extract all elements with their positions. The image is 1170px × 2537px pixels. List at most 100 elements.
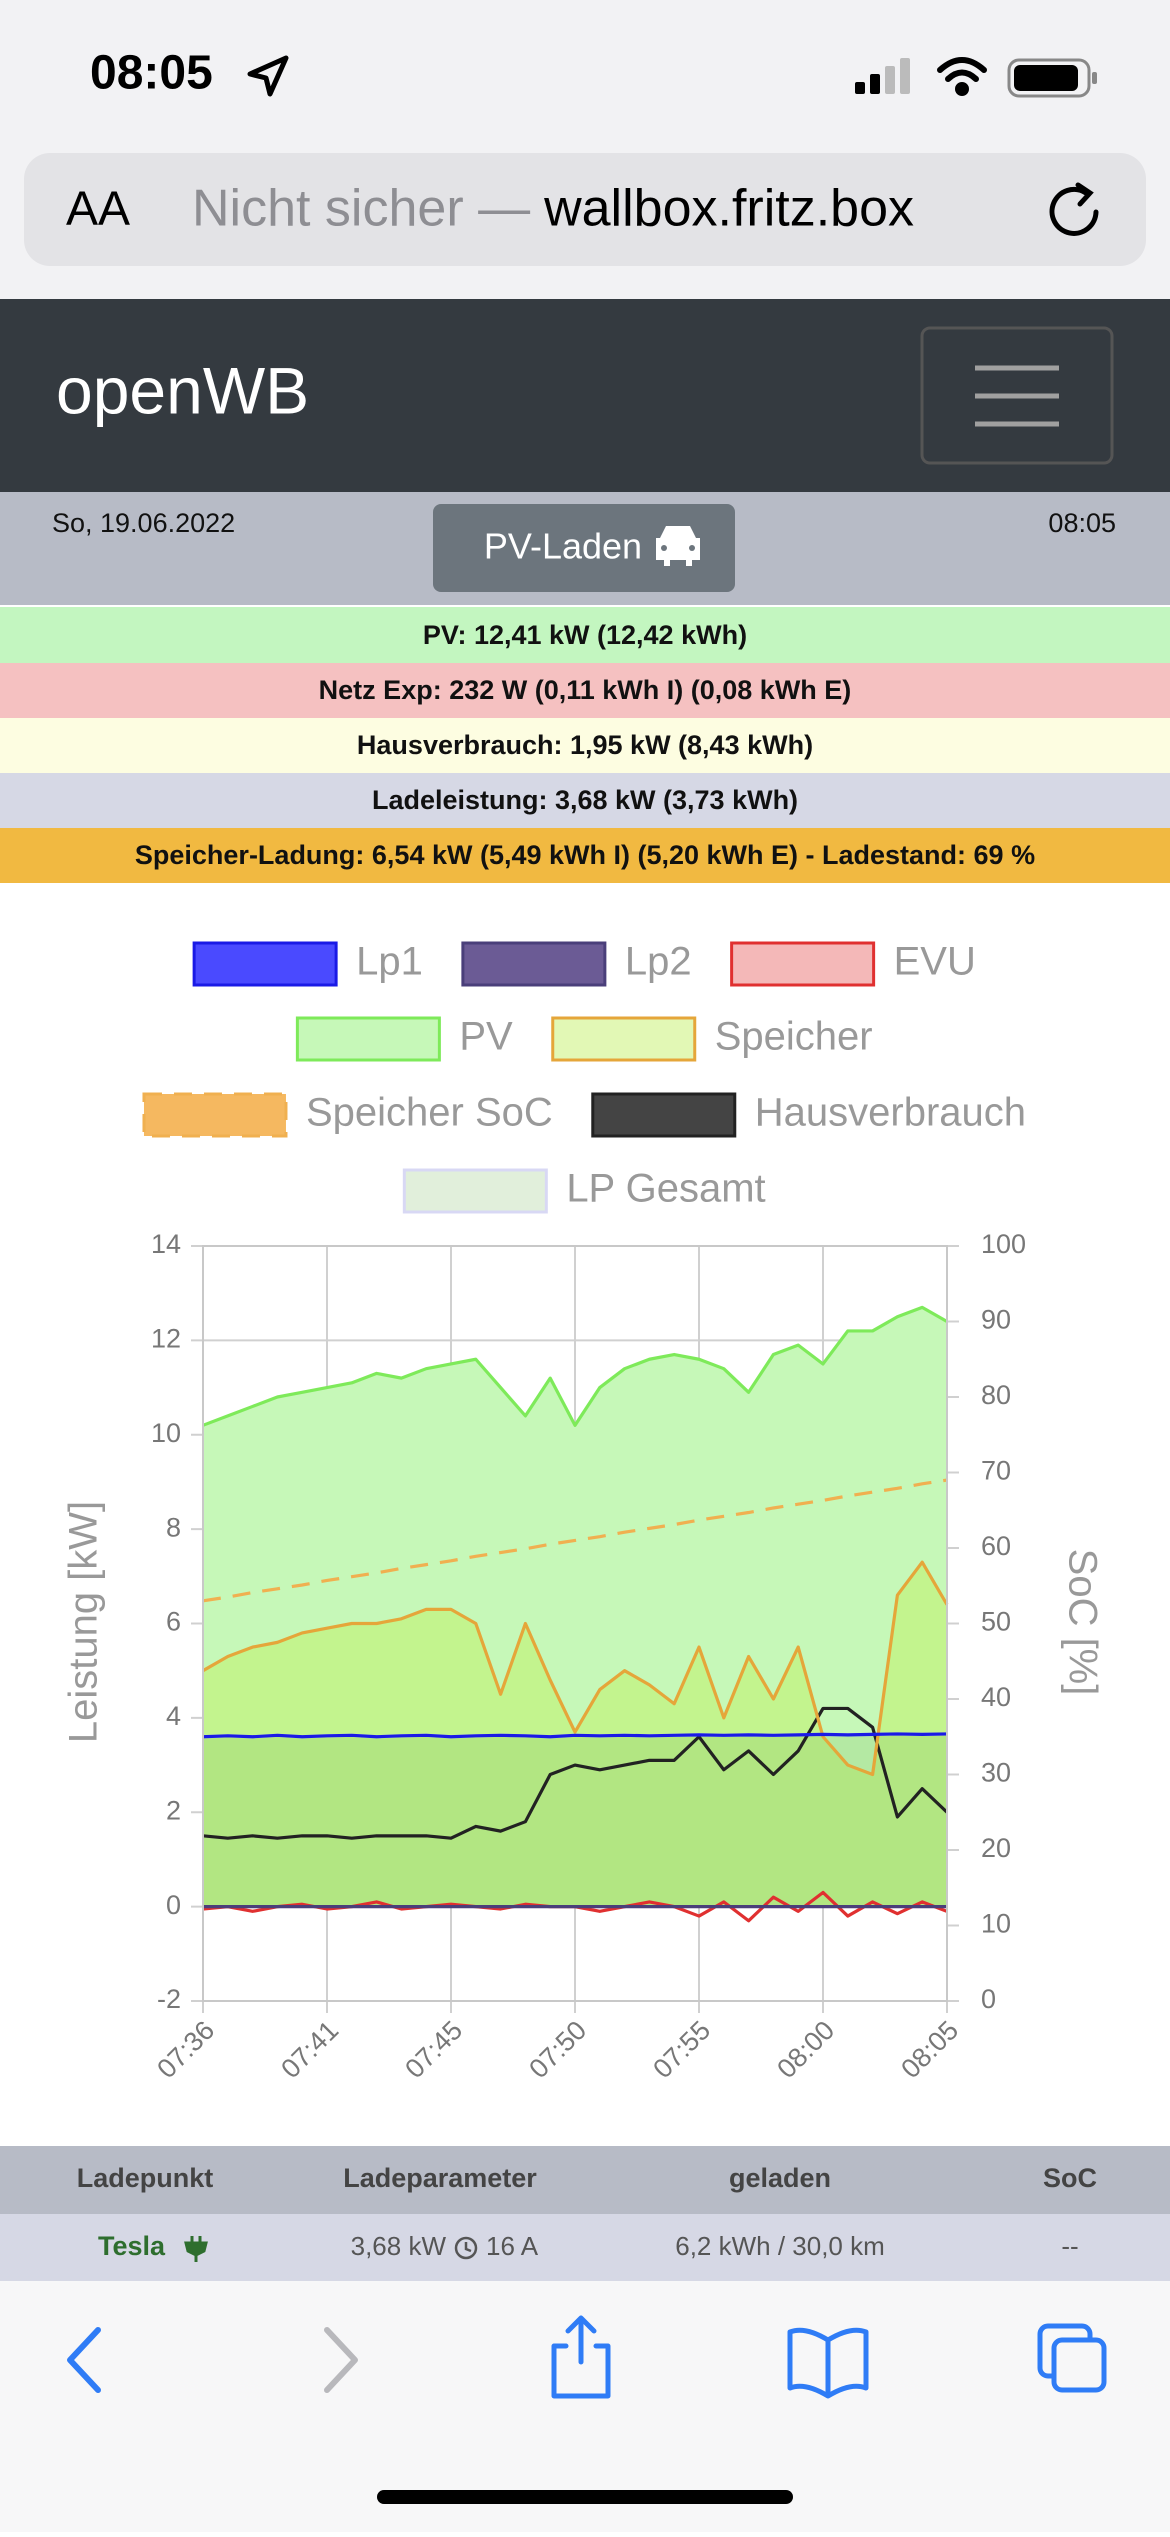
battery-icon — [1007, 58, 1097, 98]
legend-swatch — [551, 1016, 697, 1062]
info-text: Hausverbrauch: 1,95 kW (8,43 kWh) — [357, 730, 813, 760]
column-header: geladen — [729, 2163, 831, 2193]
x-tick-label: 07:45 — [399, 2015, 468, 2084]
y2-tick-label: 20 — [981, 1833, 1011, 1863]
forward-button[interactable] — [324, 2327, 358, 2393]
legend-label: Lp2 — [625, 940, 692, 984]
y2-tick-label: 30 — [981, 1758, 1011, 1788]
y-tick-label: 2 — [166, 1795, 181, 1825]
mode-button[interactable] — [433, 504, 735, 592]
legend-label: Lp1 — [356, 940, 423, 984]
y2-axis-title: SoC [%] — [1060, 1549, 1104, 1696]
chart: -2 0 2 4 6 8 10 12 14 0 10 20 30 40 50 60 70 80 90 100 07:36… — [142, 940, 1026, 2084]
charge-power: 3,68 kW — [351, 2231, 447, 2261]
reload-button[interactable] — [1049, 182, 1099, 236]
home-indicator — [377, 2490, 793, 2504]
y-tick-label: -2 — [157, 1984, 181, 2014]
signal-icon — [855, 58, 910, 94]
legend-label: Hausverbrauch — [755, 1091, 1026, 1135]
info-row — [0, 663, 1170, 718]
table-header — [0, 2146, 1170, 2214]
y2-tick-label: 0 — [981, 1984, 996, 2014]
menu-icon — [975, 365, 1059, 427]
menu-button[interactable] — [920, 326, 1114, 465]
tabs-button[interactable] — [1037, 2323, 1107, 2393]
y2-tick-label: 70 — [981, 1456, 1011, 1486]
y-tick-label: 0 — [166, 1890, 181, 1920]
y2-tick-label: 60 — [981, 1531, 1011, 1561]
y-tick-label: 10 — [151, 1418, 181, 1448]
x-tick-label: 08:05 — [895, 2015, 964, 2084]
legend-swatch — [591, 1092, 737, 1138]
back-button[interactable] — [67, 2327, 101, 2393]
legend-label: EVU — [894, 940, 976, 984]
legend-label: Speicher — [715, 1015, 873, 1059]
column-header: Ladepunkt — [77, 2163, 214, 2193]
legend-swatch — [730, 941, 876, 987]
x-tick-label: 08:00 — [771, 2015, 840, 2084]
column-header: SoC — [1043, 2163, 1097, 2193]
charge-current: 16 A — [486, 2231, 539, 2261]
legend-swatch — [295, 1016, 441, 1062]
share-button[interactable] — [551, 2315, 611, 2399]
info-row — [0, 828, 1170, 883]
line — [202, 1560, 949, 1777]
y2-tick-label: 50 — [981, 1607, 1011, 1637]
y-tick-label: 4 — [166, 1701, 181, 1731]
charged: 6,2 kWh / 30,0 km — [675, 2231, 885, 2261]
y-tick-label: 12 — [151, 1324, 181, 1354]
y2-tick-label: 90 — [981, 1305, 1011, 1335]
y-tick-label: 8 — [166, 1512, 181, 1542]
legend-swatch — [192, 941, 338, 987]
legend-label: LP Gesamt — [566, 1167, 765, 1211]
x-tick-label: 07:36 — [151, 2015, 220, 2084]
y-axis-title: Leistung [kW] — [62, 1501, 106, 1743]
info-text: PV: 12,41 kW (12,42 kWh) — [423, 620, 747, 650]
time: 08:05 — [1048, 508, 1116, 538]
brand[interactable]: openWB — [56, 353, 309, 427]
legend-swatch — [142, 1092, 288, 1138]
info-text: Netz Exp: 232 W (0,11 kWh I) (0,08 kWh E… — [319, 675, 852, 705]
url-security: Nicht sicher — — [192, 180, 530, 238]
plug-icon — [184, 2236, 208, 2262]
date: So, 19.06.2022 — [52, 508, 235, 538]
x-tick-label: 07:41 — [275, 2015, 344, 2084]
line — [202, 1478, 948, 1603]
table-row — [0, 2214, 1170, 2281]
bookmarks-button[interactable] — [787, 2327, 869, 2399]
wifi-icon — [937, 57, 987, 96]
area — [203, 1733, 947, 1907]
y2-tick-label: 100 — [981, 1229, 1026, 1259]
status-time: 08:05 — [90, 47, 213, 100]
clock-icon — [454, 2236, 478, 2260]
chargepoint-name[interactable]: Tesla — [98, 2231, 166, 2261]
legend-swatch — [402, 1168, 548, 1214]
mode-label: PV-Laden — [484, 526, 642, 567]
line — [202, 1706, 949, 1840]
info-text: Speicher-Ladung: 6,54 kW (5,49 kWh I) (5… — [135, 840, 1035, 870]
info-row — [0, 718, 1170, 773]
info-row — [0, 607, 1170, 663]
text-size-button[interactable]: AA — [66, 183, 130, 236]
info-text: Ladeleistung: 3,68 kW (3,73 kWh) — [372, 785, 798, 815]
url-bar[interactable] — [24, 153, 1146, 266]
y-tick-label: 6 — [166, 1607, 181, 1637]
x-tick-label: 07:55 — [647, 2015, 716, 2084]
soc: -- — [1061, 2231, 1078, 2261]
line — [202, 1305, 948, 1427]
column-header: Ladeparameter — [343, 2163, 537, 2193]
line — [202, 1732, 948, 1739]
area — [203, 1307, 947, 1907]
legend-label: Speicher SoC — [306, 1091, 553, 1135]
x-tick-label: 07:50 — [523, 2015, 592, 2084]
y2-tick-label: 10 — [981, 1909, 1011, 1939]
legend-label: PV — [459, 1015, 513, 1059]
info-row — [0, 773, 1170, 828]
car-icon — [656, 526, 700, 566]
y2-tick-label: 80 — [981, 1380, 1011, 1410]
y-tick-label: 14 — [151, 1229, 181, 1259]
y2-tick-label: 40 — [981, 1682, 1011, 1712]
plot-border — [202, 1245, 948, 2002]
legend-swatch — [461, 941, 607, 987]
